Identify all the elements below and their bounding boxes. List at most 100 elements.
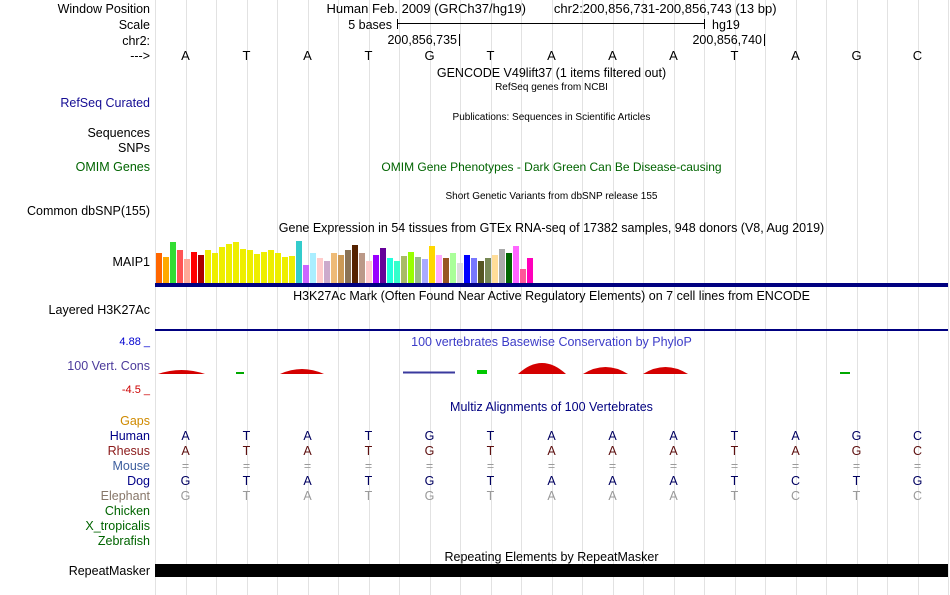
coord-tick-left [459, 34, 460, 46]
alignment-base: T [364, 489, 373, 503]
alignment-base: A [608, 444, 617, 458]
base-letter: G [424, 48, 435, 63]
alignment-base: A [791, 444, 800, 458]
window-position-value: Human Feb. 2009 (GRCh37/hg19) chr2:200,85… [155, 2, 948, 16]
alignment-base: = [425, 459, 434, 473]
conservation-track-title[interactable]: 100 vertebrates Basewise Conservation by… [411, 335, 692, 349]
alignment-base: A [181, 444, 190, 458]
refseq-curated-label[interactable]: RefSeq Curated [60, 96, 150, 110]
h3k27ac-track-title[interactable]: H3K27Ac Mark (Often Found Near Active Re… [293, 289, 810, 303]
gtex-expression-bar [520, 269, 526, 283]
alignment-species-label[interactable]: Zebrafish [97, 534, 150, 548]
alignment-base: A [608, 429, 617, 443]
repeatmasker-track-title[interactable]: Repeating Elements by RepeatMasker [444, 550, 659, 564]
base-position-gridline [551, 0, 553, 595]
alignment-base: T [852, 489, 861, 503]
gtex-expression-bar [387, 258, 393, 283]
conservation-mark [840, 372, 850, 374]
chrom-label: chr2: [122, 34, 150, 48]
base-letter: T [730, 48, 739, 63]
gtex-expression-bar [282, 257, 288, 283]
gtex-expression-bar [170, 242, 176, 283]
gtex-expression-bar [310, 253, 316, 283]
snps-label[interactable]: SNPs [118, 141, 150, 155]
base-letter: A [303, 48, 312, 63]
conservation-mark [518, 363, 566, 374]
alignment-base: T [730, 489, 739, 503]
publications-track-title[interactable]: Publications: Sequences in Scientific Ar… [452, 112, 651, 123]
gtex-expression-bar [212, 253, 218, 283]
alignment-species-label[interactable]: Mouse [112, 459, 150, 473]
alignment-base: A [303, 429, 312, 443]
gtex-expression-bar [422, 259, 428, 283]
base-position-gridline [307, 0, 309, 595]
alignment-base: T [486, 444, 495, 458]
gtex-expression-bar [429, 246, 435, 283]
gtex-expression-bar [506, 253, 512, 283]
gtex-expression-bar [177, 250, 183, 283]
alignment-base: = [791, 459, 800, 473]
omim-track-title[interactable]: OMIM Gene Phenotypes - Dark Green Can Be… [381, 160, 722, 174]
gtex-track-title[interactable]: Gene Expression in 54 tissues from GTEx … [278, 221, 825, 235]
alignment-species-label[interactable]: Dog [127, 474, 150, 488]
repeatmasker-element-bar[interactable] [155, 564, 948, 577]
alignment-species-label[interactable]: Chicken [104, 504, 150, 518]
h3k27ac-signal-line[interactable] [155, 329, 948, 331]
multiz-track-title[interactable]: Multiz Alignments of 100 Vertebrates [450, 400, 653, 414]
alignment-base: = [913, 459, 922, 473]
layered-h3k27ac-label[interactable]: Layered H3K27Ac [48, 303, 150, 317]
alignment-base: A [608, 474, 617, 488]
repeatmasker-label[interactable]: RepeatMasker [68, 564, 150, 578]
gencode-track-title[interactable]: GENCODE V49lift37 (1 items filtered out) [436, 66, 667, 80]
alignment-base: T [486, 489, 495, 503]
alignment-base: A [547, 474, 556, 488]
conservation-label[interactable]: 100 Vert. Cons [67, 359, 150, 373]
common-dbsnp-label[interactable]: Common dbSNP(155) [27, 204, 150, 218]
alignment-species-label[interactable]: X_tropicalis [85, 519, 150, 533]
gtex-expression-bar [366, 261, 372, 283]
base-position-gridline [826, 0, 827, 595]
alignment-base: = [547, 459, 556, 473]
alignment-base: A [669, 489, 678, 503]
base-position-gridline [277, 0, 278, 595]
assembly-short-label: hg19 [712, 18, 740, 32]
alignment-species-label[interactable]: Gaps [120, 414, 150, 428]
base-position-gridline [948, 0, 949, 595]
base-position-gridline [734, 0, 736, 595]
alignment-species-label[interactable]: Human [109, 429, 150, 443]
gtex-expression-bar [303, 265, 309, 283]
gtex-expression-bar [527, 258, 533, 283]
alignment-species-label[interactable]: Rhesus [107, 444, 150, 458]
gtex-expression-bar [513, 246, 519, 283]
gtex-expression-bar [436, 255, 442, 283]
alignment-base: = [242, 459, 251, 473]
alignment-species-label[interactable]: Elephant [100, 489, 150, 503]
coord-label-left: 200,856,735 [387, 33, 457, 47]
gtex-expression-bar [345, 250, 351, 283]
base-position-gridline [155, 0, 156, 595]
conservation-mark [403, 371, 455, 374]
gtex-expression-bar [380, 248, 386, 283]
alignment-base: A [303, 474, 312, 488]
gene-model-line[interactable] [155, 283, 948, 287]
alignment-base: A [669, 444, 678, 458]
base-position-gridline [795, 0, 797, 595]
gtex-expression-bar [198, 255, 204, 283]
gtex-gene-label[interactable]: MAIP1 [112, 255, 150, 269]
omim-genes-label[interactable]: OMIM Genes [75, 160, 150, 174]
gtex-expression-bar [415, 257, 421, 283]
sequences-label[interactable]: Sequences [87, 126, 150, 140]
gtex-expression-bar [443, 258, 449, 283]
conservation-mark [477, 370, 487, 374]
alignment-base: T [486, 429, 495, 443]
gtex-expression-bar [268, 250, 274, 283]
gtex-expression-bar [464, 255, 470, 283]
dbsnp-track-title[interactable]: Short Genetic Variants from dbSNP releas… [445, 191, 658, 202]
refseq-track-title[interactable]: RefSeq genes from NCBI [495, 82, 608, 93]
alignment-base: T [242, 444, 251, 458]
alignment-base: G [424, 489, 435, 503]
conservation-wiggle[interactable] [155, 348, 948, 394]
alignment-base: A [547, 429, 556, 443]
gtex-expression-bar [275, 253, 281, 283]
gtex-expression-bar [485, 258, 491, 283]
